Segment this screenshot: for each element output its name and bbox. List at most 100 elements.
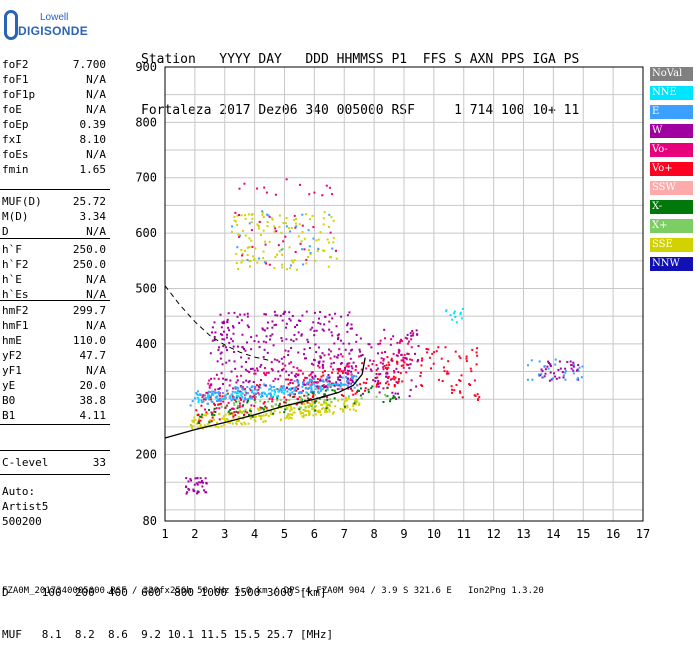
data-point bbox=[243, 410, 246, 413]
data-point bbox=[296, 398, 299, 401]
data-point bbox=[308, 410, 311, 413]
data-point bbox=[264, 405, 267, 408]
data-point bbox=[204, 398, 207, 401]
data-point bbox=[226, 389, 229, 392]
data-point bbox=[208, 398, 211, 401]
param-value: 47.7 bbox=[79, 349, 107, 362]
data-point bbox=[263, 401, 266, 404]
data-point bbox=[555, 377, 558, 380]
data-point bbox=[410, 346, 413, 349]
data-point bbox=[336, 372, 339, 375]
data-point bbox=[289, 409, 292, 412]
param-row: foF1 N/A bbox=[2, 73, 106, 88]
data-point bbox=[437, 378, 440, 381]
data-point bbox=[316, 385, 319, 388]
data-point bbox=[221, 395, 224, 398]
data-point bbox=[385, 375, 388, 378]
data-point bbox=[292, 366, 295, 369]
data-point bbox=[291, 315, 294, 318]
data-point bbox=[397, 351, 400, 354]
data-point bbox=[245, 391, 248, 394]
data-point bbox=[285, 370, 288, 373]
param-label: yF1 bbox=[2, 364, 22, 377]
data-point bbox=[271, 369, 274, 372]
data-point bbox=[261, 327, 264, 330]
param-label: B1 bbox=[2, 409, 16, 422]
data-point bbox=[352, 393, 355, 396]
data-point bbox=[200, 479, 203, 482]
data-point bbox=[276, 397, 279, 400]
data-point bbox=[350, 327, 353, 330]
data-point bbox=[300, 333, 303, 336]
data-point bbox=[199, 477, 202, 480]
data-point bbox=[415, 329, 418, 332]
data-point bbox=[241, 259, 244, 262]
data-point bbox=[210, 411, 213, 414]
data-point bbox=[231, 412, 234, 415]
data-point bbox=[569, 360, 572, 363]
data-point bbox=[192, 488, 195, 491]
data-point bbox=[210, 331, 213, 334]
data-point bbox=[408, 367, 411, 370]
data-point bbox=[313, 329, 316, 332]
data-point bbox=[196, 492, 199, 495]
data-point bbox=[403, 361, 406, 364]
data-point bbox=[290, 361, 293, 364]
data-point bbox=[359, 337, 362, 340]
data-point bbox=[321, 371, 324, 374]
data-point bbox=[389, 343, 392, 346]
data-point bbox=[352, 376, 355, 379]
data-point bbox=[321, 384, 324, 387]
data-point bbox=[335, 382, 338, 385]
data-point bbox=[262, 229, 265, 232]
data-point bbox=[311, 383, 314, 386]
data-point bbox=[331, 389, 334, 392]
data-point bbox=[301, 230, 304, 233]
data-point bbox=[416, 333, 419, 336]
data-point bbox=[364, 387, 367, 390]
data-point bbox=[235, 252, 238, 255]
data-point bbox=[311, 391, 314, 394]
data-point bbox=[235, 262, 238, 265]
data-point bbox=[311, 214, 314, 217]
data-point bbox=[386, 368, 389, 371]
data-point bbox=[213, 321, 216, 324]
data-point bbox=[189, 478, 192, 481]
data-point bbox=[232, 398, 235, 401]
data-point bbox=[351, 348, 354, 351]
data-point bbox=[284, 378, 287, 381]
data-point bbox=[343, 383, 346, 386]
data-point bbox=[221, 333, 224, 336]
data-point bbox=[307, 406, 310, 409]
data-point bbox=[369, 368, 372, 371]
data-point bbox=[282, 221, 285, 224]
data-point bbox=[217, 377, 220, 380]
data-point bbox=[546, 365, 549, 368]
data-point bbox=[192, 420, 195, 423]
data-point bbox=[226, 321, 229, 324]
data-point bbox=[200, 416, 203, 419]
data-point bbox=[319, 386, 322, 389]
data-point bbox=[264, 374, 267, 377]
data-point bbox=[210, 420, 213, 423]
data-point bbox=[446, 370, 449, 373]
data-point bbox=[328, 408, 331, 411]
data-point bbox=[554, 363, 557, 366]
data-point bbox=[259, 233, 262, 236]
data-point bbox=[229, 409, 232, 412]
data-point bbox=[572, 361, 575, 364]
data-point bbox=[273, 393, 276, 396]
data-point bbox=[245, 341, 248, 344]
data-point bbox=[199, 419, 202, 422]
data-point bbox=[239, 411, 242, 414]
data-point bbox=[246, 401, 249, 404]
data-point bbox=[370, 387, 373, 390]
data-point bbox=[248, 387, 251, 390]
data-point bbox=[543, 375, 546, 378]
header-columns: Station YYYY DAY DDD HHMMSS P1 FFS S AXN… bbox=[141, 52, 580, 67]
data-point bbox=[307, 249, 310, 252]
data-point bbox=[417, 345, 420, 348]
data-point bbox=[387, 366, 390, 369]
data-point bbox=[333, 382, 336, 385]
data-point bbox=[226, 318, 229, 321]
